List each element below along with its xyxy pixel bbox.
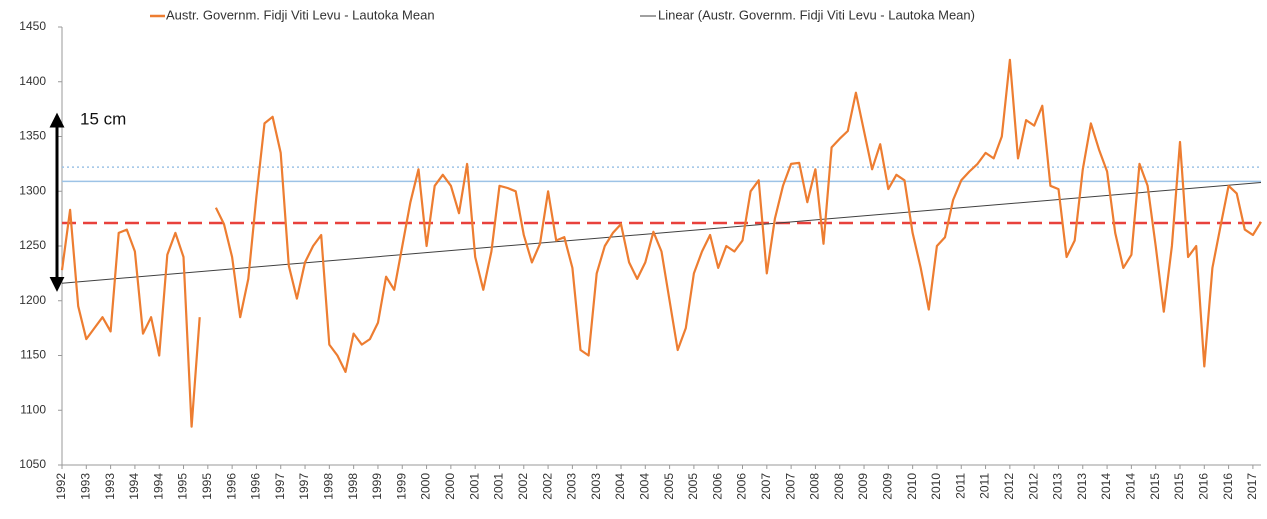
- x-tick-label: 2005: [662, 473, 676, 500]
- x-tick-label: 1997: [297, 473, 311, 500]
- trendline: [61, 181, 1262, 284]
- x-tick-label: 1997: [273, 473, 287, 500]
- x-tick-label: 2009: [881, 473, 895, 500]
- x-tick-label: 2007: [783, 473, 797, 500]
- x-tick-label: 1995: [176, 473, 190, 500]
- y-tick-label: 1450: [19, 19, 46, 33]
- x-tick-label: 2008: [832, 473, 846, 500]
- x-tick-label: 2017: [1245, 473, 1259, 500]
- x-tick-label: 2016: [1221, 473, 1235, 500]
- x-tick-label: 1995: [200, 473, 214, 500]
- y-tick-label: 1250: [19, 238, 46, 252]
- x-tick-label: 1993: [103, 473, 117, 500]
- y-tick-label: 1200: [19, 293, 46, 307]
- x-tick-label: 2002: [516, 473, 530, 500]
- legend-label: Austr. Governm. Fidji Viti Levu - Lautok…: [166, 7, 435, 22]
- x-tick-label: 2006: [735, 473, 749, 500]
- x-tick-label: 1993: [78, 473, 92, 500]
- x-tick-label: 2005: [686, 473, 700, 500]
- y-tick-label: 1400: [19, 74, 46, 88]
- x-tick-label: 2009: [856, 473, 870, 500]
- x-tick-label: 2015: [1148, 473, 1162, 500]
- data-line: [60, 58, 1262, 428]
- legend-label: Linear (Austr. Governm. Fidji Viti Levu …: [658, 7, 975, 22]
- x-tick-label: 2013: [1051, 473, 1065, 500]
- x-tick-label: 1999: [394, 473, 408, 500]
- x-tick-label: 1996: [224, 473, 238, 500]
- x-tick-label: 2010: [929, 473, 943, 500]
- x-tick-label: 2008: [808, 473, 822, 500]
- x-tick-label: 2014: [1099, 473, 1113, 500]
- y-tick-label: 1150: [20, 348, 46, 362]
- x-tick-label: 2016: [1196, 473, 1210, 500]
- x-tick-label: 2015: [1172, 473, 1186, 500]
- x-tick-label: 2004: [613, 473, 627, 500]
- x-tick-label: 1994: [127, 473, 141, 500]
- x-tick-label: 2006: [710, 473, 724, 500]
- x-tick-label: 2003: [589, 473, 603, 500]
- x-tick-label: 2012: [1002, 473, 1016, 500]
- x-tick-label: 1996: [249, 473, 263, 500]
- x-tick-label: 2003: [565, 473, 579, 500]
- annotation-text: 15 cm: [80, 110, 126, 129]
- x-tick-label: 1994: [151, 473, 165, 500]
- x-tick-label: 2001: [467, 473, 481, 500]
- x-tick-label: 2001: [492, 473, 506, 500]
- x-tick-label: 2000: [419, 473, 433, 500]
- y-tick-label: 1350: [19, 129, 46, 143]
- x-tick-label: 2011: [978, 473, 992, 499]
- y-tick-label: 1100: [20, 402, 46, 416]
- y-tick-label: 1300: [19, 183, 46, 197]
- x-tick-label: 2000: [443, 473, 457, 500]
- x-tick-label: 2010: [905, 473, 919, 500]
- x-tick-label: 2012: [1026, 473, 1040, 500]
- x-tick-label: 1992: [54, 473, 68, 500]
- y-tick-label: 1050: [19, 457, 46, 471]
- x-tick-label: 2013: [1075, 473, 1089, 500]
- x-tick-label: 1998: [322, 473, 336, 500]
- x-tick-label: 2007: [759, 473, 773, 500]
- x-tick-label: 2014: [1124, 473, 1138, 500]
- x-tick-label: 1999: [370, 473, 384, 500]
- x-tick-label: 2004: [637, 473, 651, 500]
- x-tick-label: 2011: [953, 473, 967, 499]
- x-tick-label: 2002: [540, 473, 554, 500]
- x-tick-label: 1998: [346, 473, 360, 500]
